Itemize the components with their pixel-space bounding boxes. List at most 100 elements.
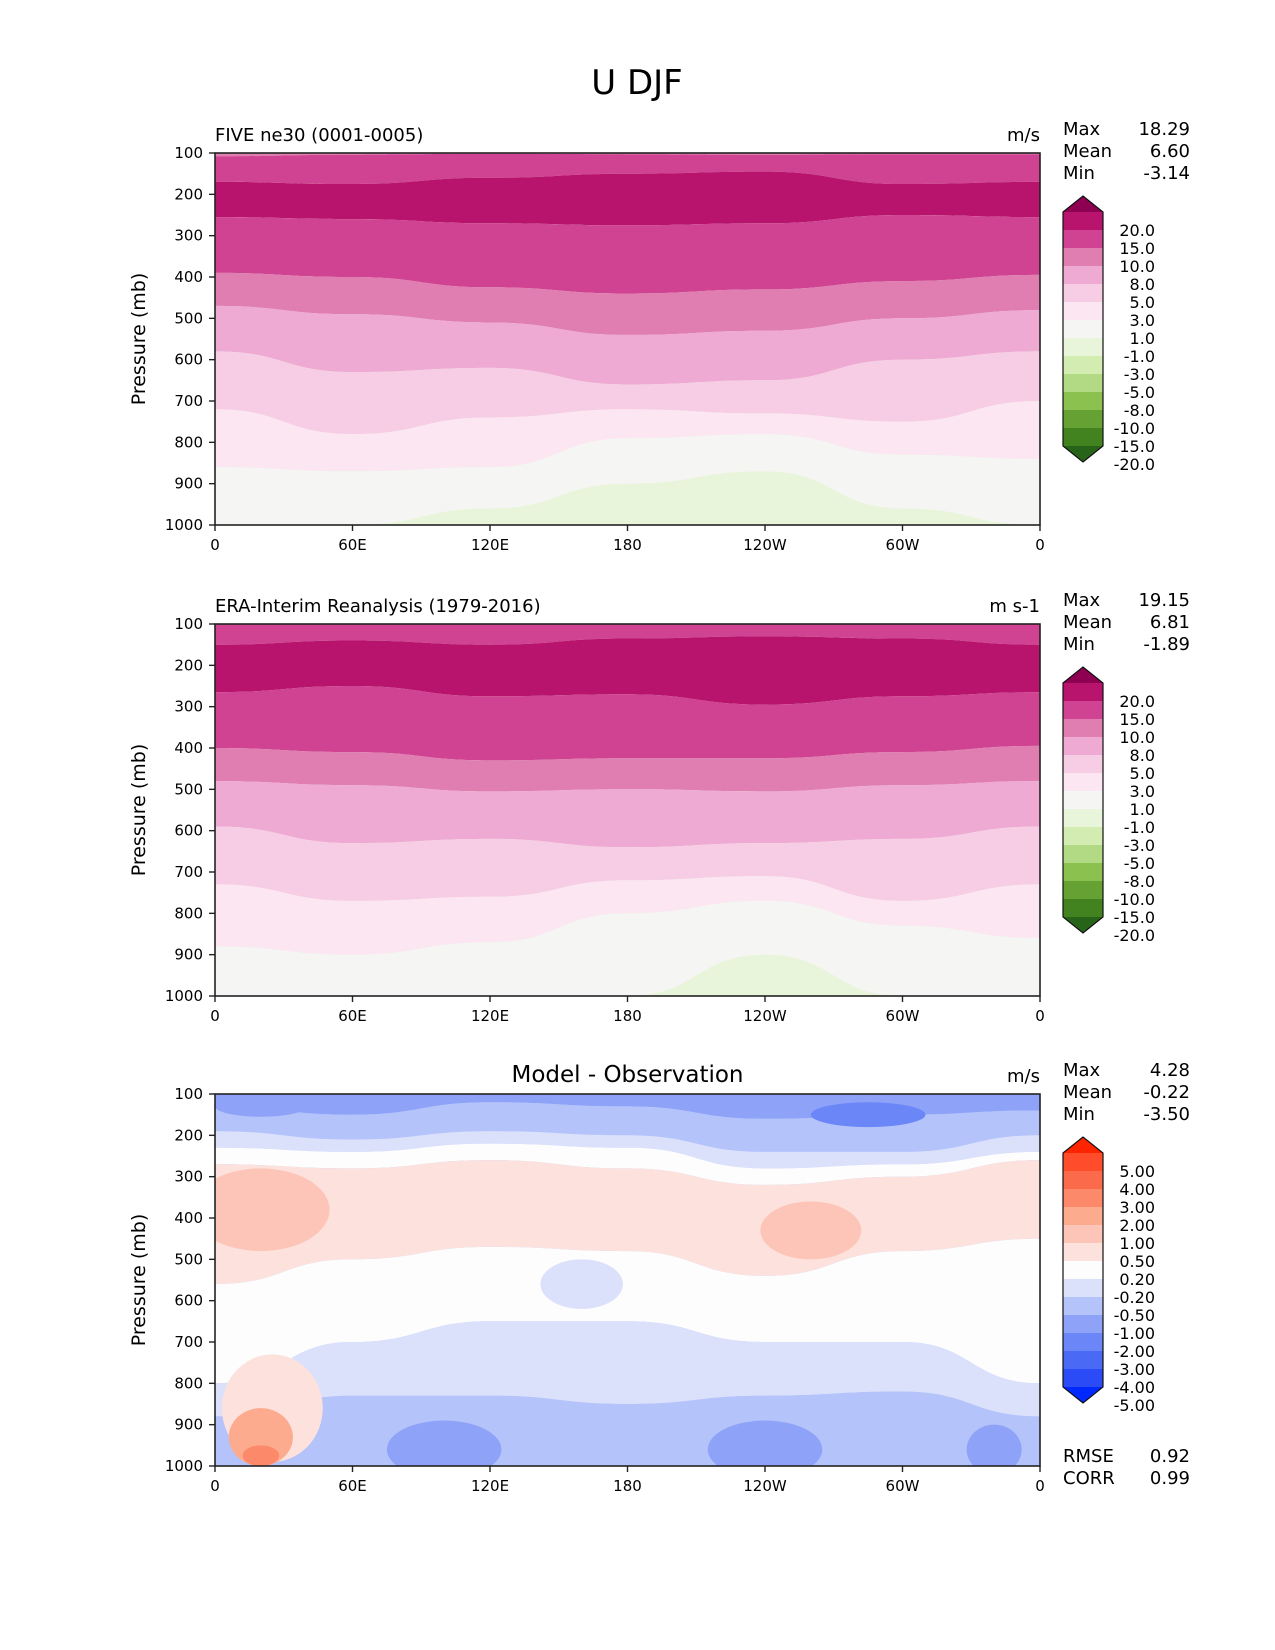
colorbar-segment xyxy=(1063,899,1103,918)
colorbar-tick-label: 15.0 xyxy=(1119,239,1155,258)
figure-title: U DJF xyxy=(591,63,682,103)
contour-band xyxy=(215,636,1040,705)
y-tick-label: 100 xyxy=(174,144,203,162)
stat-value: 0.92 xyxy=(1150,1446,1190,1467)
contour-blob xyxy=(540,1259,623,1309)
colorbar-segment xyxy=(1063,338,1103,357)
colorbar-tick-label: 5.00 xyxy=(1119,1162,1155,1181)
colorbar-tick-label: 1.0 xyxy=(1130,800,1155,819)
contour-blob xyxy=(215,1096,307,1117)
stat-label: RMSE xyxy=(1063,1446,1114,1467)
stat-label: Min xyxy=(1063,163,1095,184)
contour-field xyxy=(215,1094,1040,1466)
colorbar-segment xyxy=(1063,755,1103,774)
colorbar-tick-label: 3.0 xyxy=(1130,782,1155,801)
colorbar-tick-label: -2.00 xyxy=(1114,1342,1155,1361)
y-tick-label: 400 xyxy=(174,739,203,757)
x-tick-label: 120W xyxy=(743,1477,787,1495)
stat-value: -3.14 xyxy=(1143,163,1190,184)
colorbar-tick-label: -10.0 xyxy=(1114,890,1155,909)
y-axis-label: Pressure (mb) xyxy=(128,744,150,877)
x-tick-label: 0 xyxy=(210,536,220,554)
y-tick-label: 200 xyxy=(174,1126,203,1144)
colorbar-tick-label: -1.0 xyxy=(1124,347,1155,366)
x-tick-label: 120E xyxy=(471,536,509,554)
colorbar-segment xyxy=(1063,1189,1103,1208)
x-tick-label: 120E xyxy=(471,1477,509,1495)
colorbar-tick-label: 1.0 xyxy=(1130,329,1155,348)
contour-band xyxy=(215,471,1040,525)
colorbar-segment xyxy=(1063,1297,1103,1316)
panel-model: 100 200 300 400 500 600 700 800 900 1000 0 60E 120E 1… xyxy=(128,119,1190,554)
colorbar-tick-label: 20.0 xyxy=(1119,692,1155,711)
colorbar-tick-label: -5.00 xyxy=(1114,1396,1155,1415)
colorbar-extend-max xyxy=(1063,196,1103,212)
contour-band xyxy=(215,826,1040,901)
colorbar-tick-label: -20.0 xyxy=(1114,455,1155,474)
y-tick-label: 1000 xyxy=(165,987,203,1005)
x-tick-label: 60E xyxy=(338,536,367,554)
panel-observation: 100 200 300 400 500 600 700 800 900 1000 0 60E 120E 1… xyxy=(128,590,1190,1025)
contour-band xyxy=(215,876,1040,955)
x-tick-label: 60W xyxy=(886,1007,920,1025)
y-tick-label: 200 xyxy=(174,656,203,674)
colorbar-tick-label: -1.00 xyxy=(1114,1324,1155,1343)
y-tick-label: 700 xyxy=(174,392,203,410)
contour-blob xyxy=(242,1445,280,1466)
colorbar-tick-label: -0.50 xyxy=(1114,1306,1155,1325)
stat-label: Mean xyxy=(1063,141,1112,162)
colorbar-segment xyxy=(1063,212,1103,231)
colorbar-segment xyxy=(1063,863,1103,882)
y-tick-label: 800 xyxy=(174,433,203,451)
colorbar-segment xyxy=(1063,356,1103,375)
colorbar-segment xyxy=(1063,683,1103,702)
colorbar-segment xyxy=(1063,1351,1103,1370)
panel-title: Model - Observation xyxy=(511,1062,743,1088)
contour-band xyxy=(215,272,1040,335)
colorbar-tick-label: 5.0 xyxy=(1130,764,1155,783)
stat-label: CORR xyxy=(1063,1468,1115,1489)
colorbar-extend-min xyxy=(1063,1387,1103,1403)
y-tick-label: 100 xyxy=(174,1085,203,1103)
colorbar-segment xyxy=(1063,1369,1103,1388)
contour-band xyxy=(215,624,1040,645)
x-tick-label: 120W xyxy=(743,536,787,554)
y-tick-label: 1000 xyxy=(165,516,203,534)
colorbar-tick-label: -3.0 xyxy=(1124,836,1155,855)
colorbar-tick-label: 10.0 xyxy=(1119,257,1155,276)
colorbar-tick-label: 3.00 xyxy=(1119,1198,1155,1217)
contour-blob xyxy=(760,1201,862,1260)
units-label: m/s xyxy=(1007,125,1040,146)
colorbar-segment xyxy=(1063,230,1103,249)
contour-blob xyxy=(810,1102,926,1128)
y-tick-label: 900 xyxy=(174,946,203,964)
contour-band xyxy=(215,153,1040,184)
stat-value: -1.89 xyxy=(1143,634,1190,655)
colorbar-tick-label: -15.0 xyxy=(1114,437,1155,456)
colorbar-segment xyxy=(1063,1315,1103,1334)
colorbar-segment xyxy=(1063,320,1103,339)
colorbar-segment xyxy=(1063,302,1103,321)
x-tick-label: 120E xyxy=(471,1007,509,1025)
stat-label: Max xyxy=(1063,590,1101,611)
contour-band xyxy=(215,954,1040,996)
colorbar-extend-max xyxy=(1063,1137,1103,1153)
panel-title: ERA-Interim Reanalysis (1979-2016) xyxy=(215,596,541,617)
stat-label: Mean xyxy=(1063,1082,1112,1103)
contour-blob xyxy=(966,1424,1022,1466)
contour-blob xyxy=(707,1420,823,1466)
colorbar: 20.015.010.08.05.03.01.0-1.0-3.0-5.0-8.0… xyxy=(1062,195,1155,474)
y-tick-label: 100 xyxy=(174,615,203,633)
contour-band xyxy=(215,781,1040,848)
contour-band xyxy=(215,351,1040,435)
contour-band xyxy=(215,1102,1040,1152)
stat-label: Mean xyxy=(1063,612,1112,633)
colorbar-outline xyxy=(1062,666,1104,934)
colorbar-segment xyxy=(1063,1333,1103,1352)
colorbar-segment xyxy=(1063,374,1103,393)
contour-blob xyxy=(386,1420,502,1466)
colorbar-segment xyxy=(1063,719,1103,738)
x-tick-label: 60E xyxy=(338,1477,367,1495)
colorbar-segment xyxy=(1063,809,1103,828)
colorbar-tick-label: 4.00 xyxy=(1119,1180,1155,1199)
